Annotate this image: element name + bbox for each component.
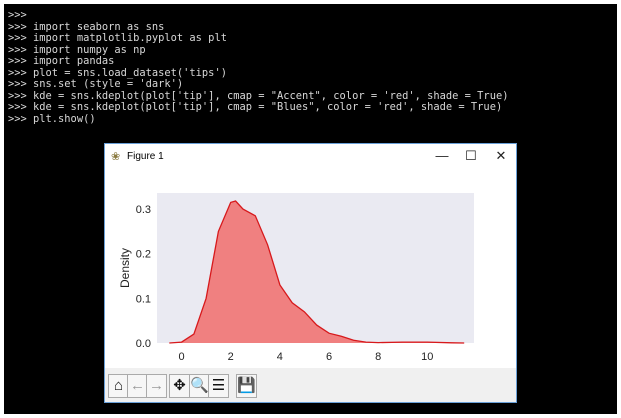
back-button[interactable]: ← <box>127 374 148 398</box>
home-icon: ⌂ <box>113 377 124 394</box>
save-icon: 💾 <box>237 377 256 394</box>
zoom-icon: 🔍 <box>190 377 209 394</box>
terminal-line: >>> plt.show() <box>8 112 96 125</box>
window-title: Figure 1 <box>127 151 164 162</box>
terminal-line: >>> import pandas <box>8 55 115 67</box>
terminal-output: >>> >>> import seaborn as sns >>> import m… <box>8 9 509 125</box>
pan-button[interactable]: ✥ <box>169 374 190 398</box>
x-tick-label: 2 <box>228 351 234 363</box>
toolbar: ⌂ ← → ✥ 🔍 ☰ 💾 <box>105 368 516 402</box>
close-button[interactable]: ✕ <box>495 148 507 163</box>
x-tick-label: 6 <box>326 351 332 363</box>
kde-line <box>169 200 465 344</box>
pan-icon: ✥ <box>173 377 186 394</box>
zoom-button[interactable]: 🔍 <box>189 374 210 398</box>
y-tick-label: 0.0 <box>136 338 151 350</box>
configure-button[interactable]: ☰ <box>208 374 229 398</box>
save-button[interactable]: 💾 <box>236 374 257 398</box>
terminal-line: >>> import seaborn as sns <box>8 20 165 33</box>
back-icon: ← <box>130 377 145 394</box>
y-tick-label: 0.1 <box>136 293 151 305</box>
x-tick-label: 10 <box>421 351 433 363</box>
kde-chart: 0 2 4 6 8 10 0.0 0.1 0.2 0.3 Density <box>118 193 474 363</box>
terminal-line: >>> <box>8 9 27 21</box>
terminal-line: >>> kde = sns.kdeplot(plot['tip'], cmap … <box>8 101 503 113</box>
terminal-line: >>> sns.set (style = 'dark') <box>8 78 184 90</box>
maximize-button[interactable]: ☐ <box>465 148 477 163</box>
title-bar[interactable]: ❀ Figure 1 — ☐ ✕ <box>105 144 516 170</box>
terminal-line: >>> import matplotlib.pyplot as plt <box>8 32 227 44</box>
minimize-button[interactable]: — <box>435 148 449 163</box>
matplotlib-icon: ❀ <box>111 151 121 163</box>
terminal-line: >>> plot = sns.load_dataset('tips') <box>8 66 227 79</box>
y-tick-label: 0.2 <box>136 249 151 261</box>
terminal-line: >>> import numpy as np <box>8 43 146 56</box>
x-tick-label: 8 <box>375 351 381 363</box>
figure-window: ❀ Figure 1 — ☐ ✕ 0 2 4 6 8 10 0.0 0.1 0.2 0.3 Dens… <box>104 143 517 403</box>
configure-icon: ☰ <box>211 377 226 394</box>
x-tick-label: 4 <box>277 351 283 363</box>
terminal-line: >>> kde = sns.kdeplot(plot['tip'], cmap … <box>8 89 509 102</box>
forward-button[interactable]: → <box>146 374 167 398</box>
y-axis-label: Density <box>118 248 132 288</box>
forward-icon: → <box>149 377 164 394</box>
kde-fill <box>169 201 465 343</box>
home-button[interactable]: ⌂ <box>108 374 129 398</box>
y-tick-label: 0.3 <box>136 204 151 216</box>
x-tick-label: 0 <box>179 351 185 363</box>
